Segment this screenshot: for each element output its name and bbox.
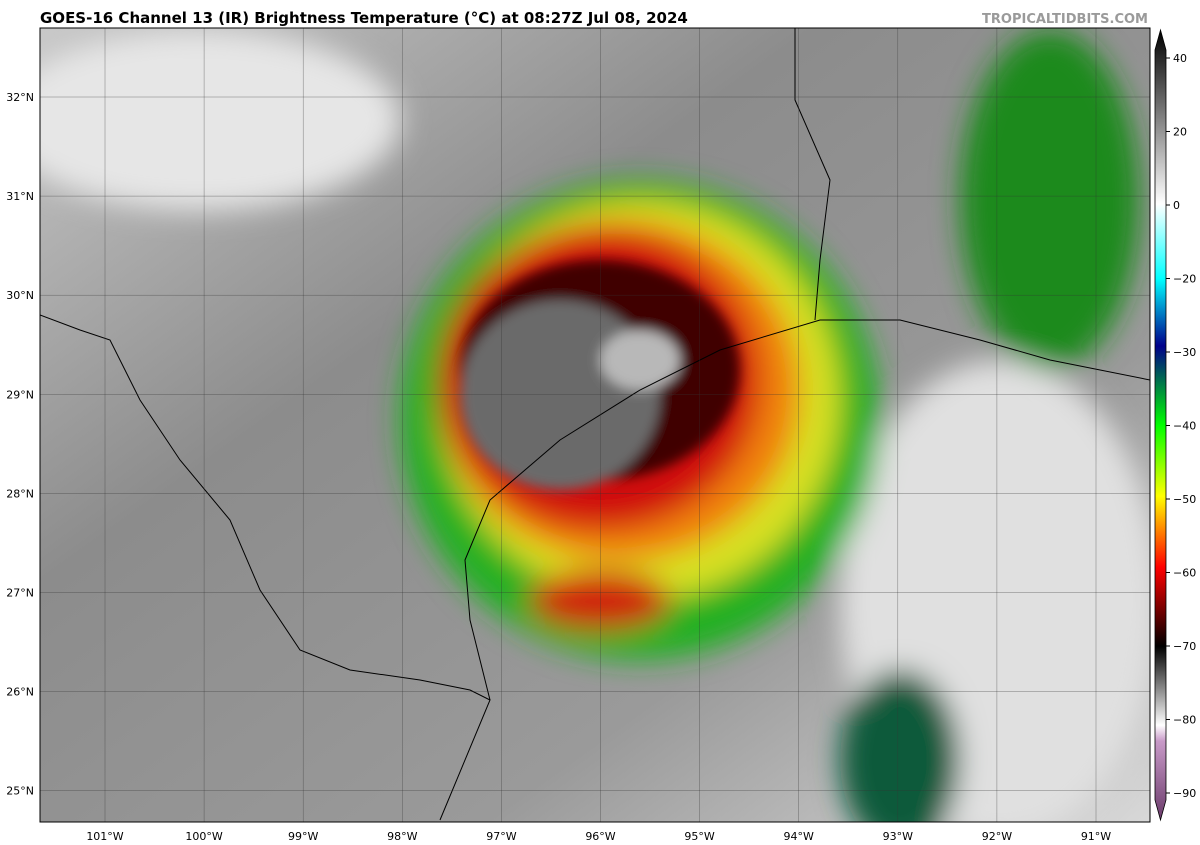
title: GOES-16 Channel 13 (IR) Brightness Tempe… xyxy=(40,9,688,27)
lon-label: 94°W xyxy=(784,830,814,843)
colorbar-tick-label: −20 xyxy=(1173,273,1196,286)
lat-label: 25°N xyxy=(6,785,34,798)
lat-label: 29°N xyxy=(6,388,34,401)
lat-label: 31°N xyxy=(6,190,34,203)
colorbar-tick-label: −80 xyxy=(1173,714,1196,727)
lon-label: 99°W xyxy=(288,830,318,843)
credit: TROPICALTIDBITS.COM xyxy=(982,12,1148,27)
lat-label: 27°N xyxy=(6,587,34,600)
lon-label: 100°W xyxy=(185,830,222,843)
lon-label: 91°W xyxy=(1081,830,1111,843)
colorbar-tick-label: −30 xyxy=(1173,346,1196,359)
lon-label: 98°W xyxy=(387,830,417,843)
colorbar-tick-label: −40 xyxy=(1173,420,1196,433)
lat-label: 26°N xyxy=(6,686,34,699)
lon-label: 97°W xyxy=(486,830,516,843)
lon-label: 95°W xyxy=(684,830,714,843)
colorbar-tick-label: −70 xyxy=(1173,640,1196,653)
map-frame xyxy=(39,27,1151,823)
lat-label: 28°N xyxy=(6,487,34,500)
lon-label: 101°W xyxy=(86,830,123,843)
colorbar-tick-label: −90 xyxy=(1173,787,1196,800)
colorbar-tick-label: 0 xyxy=(1173,199,1180,212)
lon-label: 92°W xyxy=(982,830,1012,843)
colorbar-tick-label: 40 xyxy=(1173,52,1187,65)
colorbar xyxy=(1154,28,1167,822)
lat-label: 30°N xyxy=(6,289,34,302)
lat-label: 32°N xyxy=(6,91,34,104)
lon-label: 93°W xyxy=(883,830,913,843)
colorbar-tick-label: −50 xyxy=(1173,493,1196,506)
colorbar-tick-label: −60 xyxy=(1173,567,1196,580)
colorbar-tick-label: 20 xyxy=(1173,126,1187,139)
lon-label: 96°W xyxy=(585,830,615,843)
satellite-image xyxy=(40,28,1150,822)
